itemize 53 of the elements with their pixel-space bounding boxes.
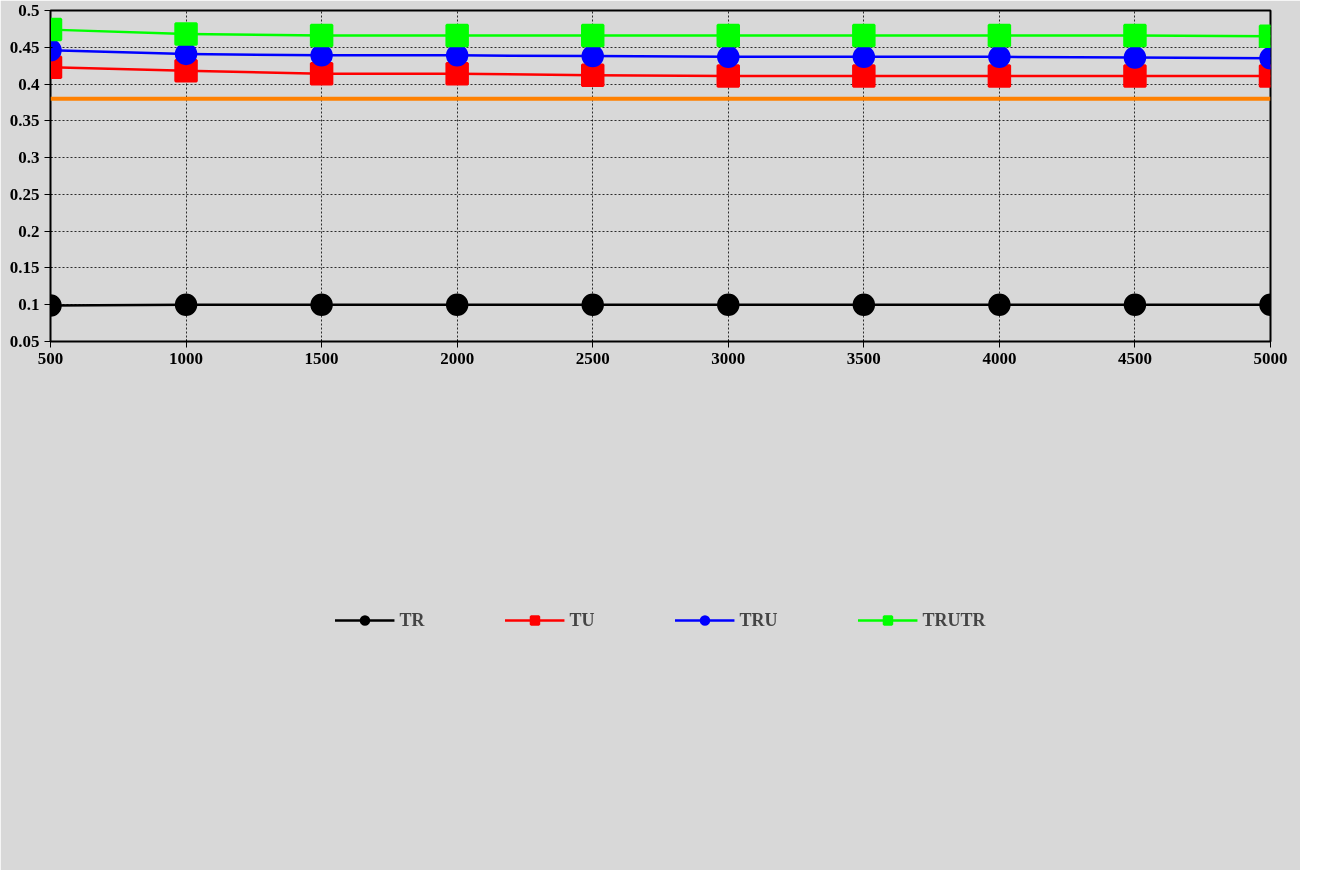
point	[581, 44, 604, 68]
x-tick-label: 500	[37, 348, 64, 368]
point	[445, 44, 469, 67]
y-tick-label: 0.05	[9, 332, 40, 351]
point	[445, 23, 469, 48]
point	[580, 63, 605, 87]
point	[1123, 293, 1147, 316]
point	[309, 62, 334, 86]
legend-label: TU	[569, 609, 595, 631]
point	[1123, 23, 1147, 48]
x-tick-label: 1000	[169, 348, 204, 368]
point	[310, 44, 333, 67]
y-tick-label: 0.5	[18, 1, 40, 20]
point	[445, 293, 469, 316]
point	[174, 22, 198, 46]
legend-label: TRUTR	[922, 609, 986, 631]
point	[717, 45, 740, 69]
point	[852, 293, 876, 316]
x-tick-label: 1500	[304, 348, 339, 368]
y-tick-label: 0.35	[9, 111, 40, 131]
point	[580, 23, 605, 48]
x-tick-label: 4500	[1117, 348, 1152, 368]
y-tick-label: 0.2	[18, 221, 40, 241]
legend-label: TR	[399, 609, 425, 631]
x-tick-label: 5000	[1253, 348, 1288, 368]
y-tick-label: 0.25	[9, 184, 40, 204]
y-tick-label: 0.1	[18, 295, 40, 315]
point	[716, 23, 741, 48]
point	[987, 64, 1012, 88]
y-tick-label: 0.4	[18, 74, 40, 94]
x-tick-label: 2000	[440, 348, 475, 368]
point	[581, 293, 604, 316]
y-tick-label: 0.3	[18, 148, 40, 168]
x-tick-label: 3500	[846, 348, 881, 368]
point	[310, 293, 333, 316]
y-tick-label: 0.15	[9, 258, 40, 278]
point	[852, 23, 876, 48]
x-tick-label: 4000	[982, 348, 1017, 368]
point	[852, 45, 876, 69]
x-tick-label: 2500	[575, 348, 610, 368]
point	[852, 64, 876, 88]
x-tick-label: 3000	[711, 348, 746, 368]
point	[1123, 46, 1147, 69]
point	[987, 23, 1012, 48]
point	[717, 293, 740, 316]
point	[988, 45, 1011, 69]
y-tick-label: 0.45	[9, 37, 40, 57]
point	[716, 64, 741, 88]
point	[309, 23, 334, 48]
legend-label: TRU	[739, 609, 778, 631]
point	[988, 293, 1011, 316]
point	[445, 62, 469, 86]
point	[174, 293, 198, 316]
